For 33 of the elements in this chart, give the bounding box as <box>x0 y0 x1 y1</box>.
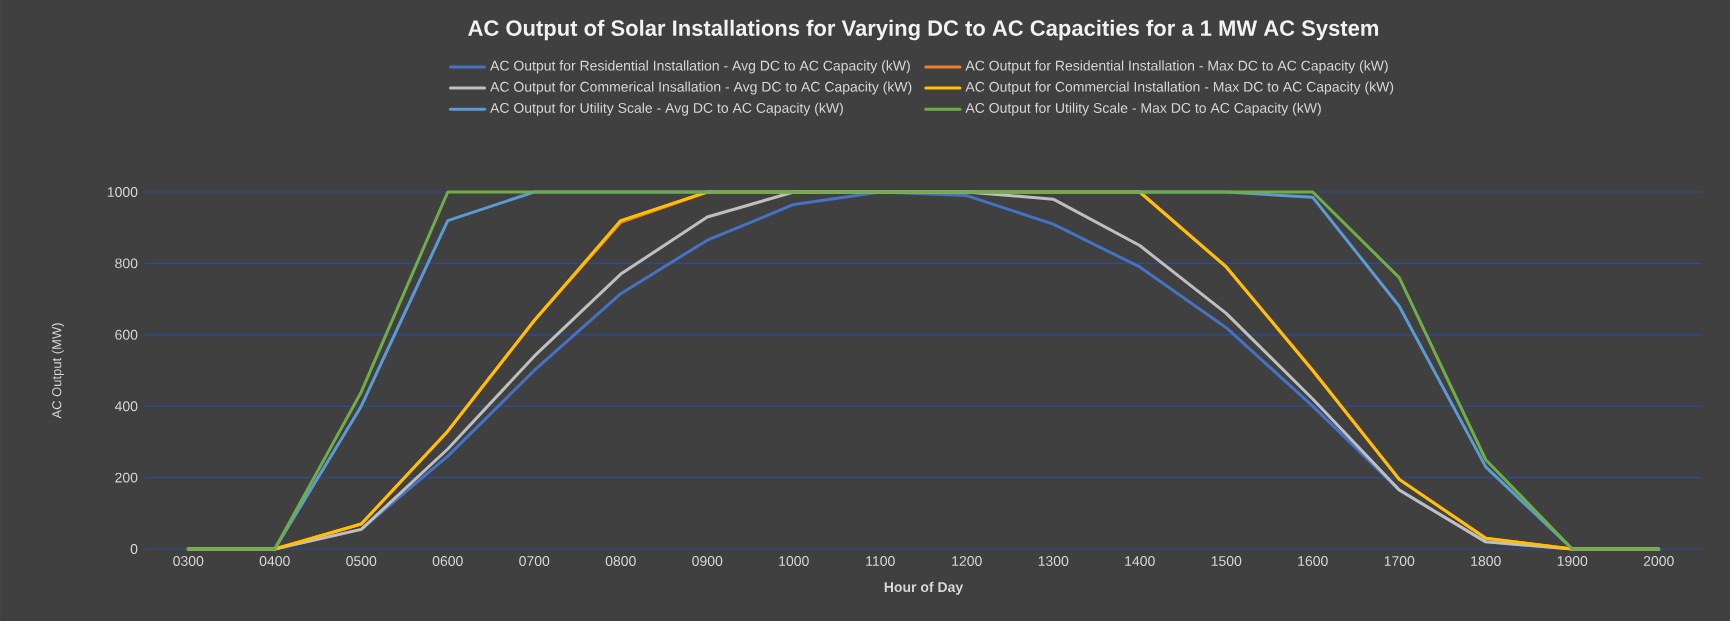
x-tick-label: 1000 <box>779 556 809 566</box>
legend-label: AC Output for Utility Scale - Max DC to AC Capacity (kW) <box>965 102 1321 116</box>
x-axis-title: Hour of Day <box>884 581 964 595</box>
x-tick-label: 2000 <box>1643 556 1674 566</box>
y-tick-label: 0 <box>130 544 138 554</box>
x-tick-label: 1200 <box>952 556 982 566</box>
x-tick-label: 1400 <box>1125 556 1155 566</box>
x-tick-label: 1500 <box>1211 556 1242 566</box>
y-axis-title: AC Output (MW) <box>51 323 64 419</box>
x-tick-label: 1600 <box>1298 556 1328 566</box>
x-tick-label: 1100 <box>866 556 895 566</box>
x-tick-label: 0700 <box>519 556 550 566</box>
x-tick-label: 0300 <box>173 556 204 566</box>
x-tick-label: 0900 <box>692 556 723 566</box>
legend-label: AC Output for Residential Installation - Max DC to AC Capacity (kW) <box>965 60 1388 74</box>
y-tick-label: 1000 <box>107 187 138 197</box>
x-tick-label: 1800 <box>1471 556 1501 566</box>
x-tick-label: 0400 <box>259 556 290 566</box>
y-tick-label: 800 <box>115 258 138 269</box>
x-tick-label: 1300 <box>1038 556 1069 566</box>
chart-title: AC Output of Solar Installations for Varying DC to AC Capacities for a 1 MW AC System <box>468 19 1379 41</box>
legend-label: AC Output for Commerical Insallation - Avg DC to AC Capacity (kW) <box>490 81 912 95</box>
y-tick-label: 400 <box>114 401 138 412</box>
x-tick-label: 0500 <box>346 556 377 566</box>
x-tick-label: 0800 <box>605 556 636 566</box>
y-tick-label: 200 <box>115 472 138 483</box>
legend-label: AC Output for Residential Installation - Avg DC to AC Capacity (kW) <box>490 60 910 74</box>
legend-label: AC Output for Utility Scale - Avg DC to AC Capacity (kW) <box>490 102 843 116</box>
x-tick-label: 1900 <box>1557 556 1588 566</box>
x-tick-label: 1700 <box>1384 556 1415 566</box>
x-tick-label: 0600 <box>432 556 463 566</box>
y-tick-label: 600 <box>115 329 138 340</box>
legend-label: AC Output for Commercial Installation - Max DC to AC Capacity (kW) <box>965 81 1394 95</box>
